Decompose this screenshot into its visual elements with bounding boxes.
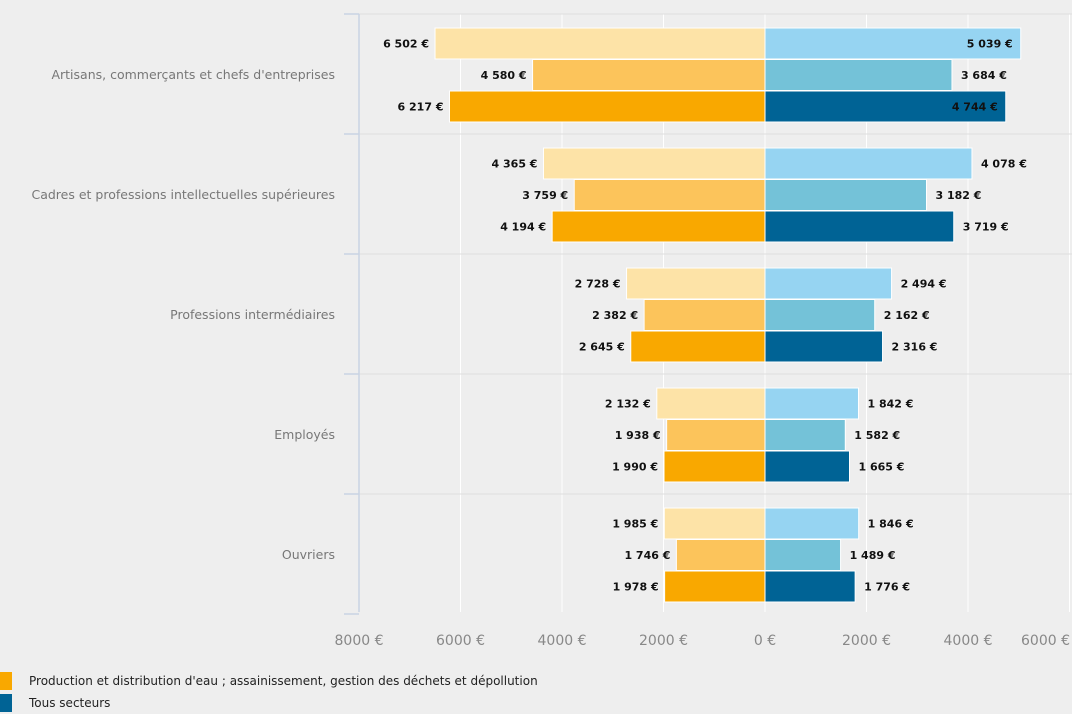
legend-label-eau: Production et distribution d'eau ; assai… [29,674,538,688]
bar-right-s1-c1 [764,179,927,211]
bar-left-s1-c0 [532,59,766,91]
data-label-right-s1-c2: 2 162 € [884,309,930,322]
data-label-left-s0-c3: 2 132 € [605,398,651,411]
legend-item-eau[interactable]: Production et distribution d'eau ; assai… [0,672,538,690]
x-tick-label-0: 8000 € [335,633,384,649]
x-tick-label-7: 6000 € [1021,633,1070,649]
bar-left-s2-c1 [551,210,766,243]
data-label-left-s0-c4: 1 985 € [612,518,658,531]
category-label-4: Ouvriers [282,547,335,562]
data-label-right-s0-c1: 4 078 € [981,158,1027,171]
data-label-left-s1-c3: 1 938 € [615,429,661,442]
bar-left-s1-c1 [573,179,766,211]
data-label-right-s2-c4: 1 776 € [864,581,910,594]
x-tick-label-2: 4000 € [538,633,587,649]
x-tick-label-4: 0 € [754,633,776,649]
data-label-right-s0-c4: 1 846 € [868,518,914,531]
bar-right-s2-c3 [764,450,850,483]
data-label-right-s0-c2: 2 494 € [901,278,947,291]
data-label-right-s2-c3: 1 665 € [858,461,904,474]
data-label-left-s1-c2: 2 382 € [592,309,638,322]
data-label-left-s0-c2: 2 728 € [575,278,621,291]
bar-left-s0-c1 [542,147,766,180]
bar-left-s1-c4 [675,539,766,571]
bar-right-s0-c0 [764,27,1022,60]
data-label-left-s2-c1: 4 194 € [500,221,546,234]
data-label-right-s2-c0: 4 744 € [952,101,998,114]
bar-right-s2-c4 [764,570,856,603]
bar-right-s0-c2 [764,267,893,300]
bar-right-s1-c4 [764,539,842,571]
category-label-3: Employés [274,427,335,442]
bar-right-s0-c3 [764,387,859,420]
data-label-right-s2-c2: 2 316 € [892,341,938,354]
chart-plot: Artisans, commerçants et chefs d'entrepr… [31,13,1072,649]
legend-label-tous-secteurs: Tous secteurs [29,696,111,710]
data-label-left-s0-c0: 6 502 € [383,38,429,51]
bar-right-s0-c4 [764,507,860,540]
legend-swatch-tous-secteurs [0,694,12,712]
bar-right-s2-c2 [764,330,884,363]
bar-left-s1-c3 [666,419,766,451]
data-label-right-s2-c1: 3 719 € [963,221,1009,234]
data-label-right-s0-c0: 5 039 € [967,38,1013,51]
x-tick-label-1: 6000 € [436,633,485,649]
bar-right-s1-c2 [764,299,876,331]
data-label-right-s1-c1: 3 182 € [935,189,981,202]
x-tick-label-3: 2000 € [639,633,688,649]
bar-left-s2-c4 [664,570,766,603]
bar-left-s0-c2 [626,267,766,300]
bar-left-s1-c2 [643,299,766,331]
bar-left-s0-c0 [434,27,766,60]
category-label-0: Artisans, commerçants et chefs d'entrepr… [51,67,335,82]
data-label-left-s2-c3: 1 990 € [612,461,658,474]
data-label-left-s2-c4: 1 978 € [613,581,659,594]
bar-right-s1-c3 [764,419,846,451]
legend-item-tous-secteurs[interactable]: Tous secteurs [0,694,110,712]
data-label-right-s1-c3: 1 582 € [854,429,900,442]
bar-right-s1-c0 [764,59,953,91]
data-label-left-s2-c2: 2 645 € [579,341,625,354]
data-label-right-s0-c3: 1 842 € [867,398,913,411]
bar-right-s0-c1 [764,147,973,180]
data-label-right-s1-c0: 3 684 € [961,69,1007,82]
bar-left-s0-c3 [656,387,766,420]
bar-right-s2-c1 [764,210,955,243]
bar-left-s2-c0 [448,90,766,123]
data-label-left-s1-c4: 1 746 € [624,549,670,562]
bar-left-s2-c2 [630,330,766,363]
data-label-left-s2-c0: 6 217 € [398,101,444,114]
category-label-2: Professions intermédiaires [170,307,335,322]
bar-left-s0-c4 [663,507,766,540]
x-tick-label-5: 2000 € [842,633,891,649]
data-label-left-s0-c1: 4 365 € [492,158,538,171]
data-label-left-s1-c0: 4 580 € [481,69,527,82]
legend-swatch-eau [0,672,12,690]
x-tick-label-6: 4000 € [944,633,993,649]
category-label-1: Cadres et professions intellectuelles su… [31,187,335,202]
bar-right-s2-c0 [764,90,1007,123]
data-label-right-s1-c4: 1 489 € [850,549,896,562]
bar-left-s2-c3 [663,450,766,483]
data-label-left-s1-c1: 3 759 € [522,189,568,202]
